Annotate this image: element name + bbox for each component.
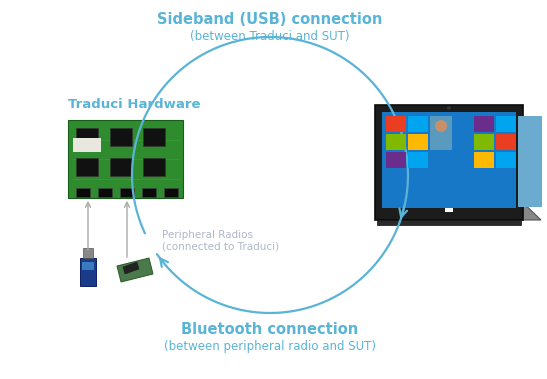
Bar xyxy=(76,158,98,176)
Bar xyxy=(408,134,428,150)
Bar xyxy=(445,208,453,212)
Bar xyxy=(408,116,428,132)
Bar xyxy=(80,258,96,286)
Bar xyxy=(143,128,165,146)
Bar xyxy=(377,220,521,225)
Bar xyxy=(496,152,516,168)
Polygon shape xyxy=(117,258,153,282)
Bar xyxy=(474,152,494,168)
Bar xyxy=(474,134,494,150)
Bar xyxy=(110,158,132,176)
Bar xyxy=(386,152,406,168)
Bar xyxy=(143,158,165,176)
Bar xyxy=(496,116,516,132)
Bar xyxy=(76,128,98,146)
Bar xyxy=(386,134,406,150)
Bar xyxy=(375,105,523,220)
Text: (between peripheral radio and SUT): (between peripheral radio and SUT) xyxy=(164,340,376,353)
Bar xyxy=(518,116,542,207)
Text: Traduci Hardware: Traduci Hardware xyxy=(68,98,201,111)
Bar xyxy=(386,116,406,132)
Text: Peripheral Radios
(connected to Traduci): Peripheral Radios (connected to Traduci) xyxy=(162,230,279,252)
Bar xyxy=(430,116,452,150)
Bar xyxy=(496,134,516,150)
Text: Bluetooth connection: Bluetooth connection xyxy=(182,322,359,337)
Bar xyxy=(98,188,112,197)
Polygon shape xyxy=(68,120,183,198)
Bar xyxy=(408,152,428,168)
Bar xyxy=(110,128,132,146)
Bar xyxy=(120,188,134,197)
Polygon shape xyxy=(123,262,139,274)
Circle shape xyxy=(435,120,447,132)
Circle shape xyxy=(447,106,451,110)
Bar xyxy=(382,112,516,208)
Bar xyxy=(73,138,101,152)
Bar xyxy=(83,248,93,258)
Bar xyxy=(164,188,178,197)
Bar xyxy=(76,188,90,197)
Text: (between Traduci and SUT): (between Traduci and SUT) xyxy=(190,30,350,43)
Bar xyxy=(142,188,156,197)
Bar xyxy=(474,116,494,132)
Bar xyxy=(82,262,94,270)
Polygon shape xyxy=(515,195,541,220)
Text: Sideband (USB) connection: Sideband (USB) connection xyxy=(158,12,383,27)
